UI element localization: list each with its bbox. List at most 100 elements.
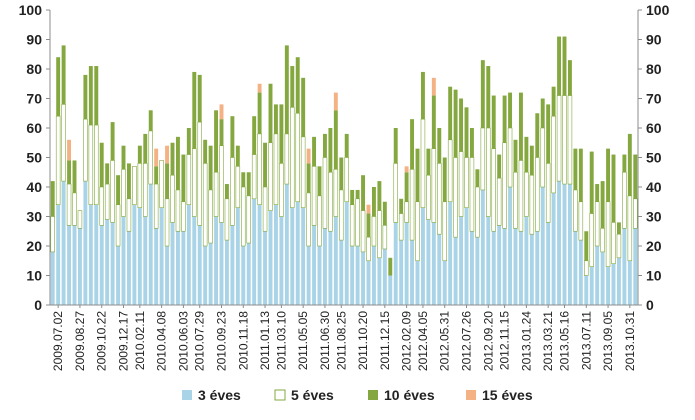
bar-segment	[317, 195, 322, 247]
bar-segment	[551, 86, 556, 117]
bar-segment	[584, 231, 589, 261]
bar-segment	[154, 166, 159, 185]
bar-segment	[448, 86, 453, 140]
bar-segment	[121, 169, 126, 217]
bar-segment	[410, 240, 415, 305]
bar-segment	[153, 183, 159, 229]
legend-label: 3 éves	[198, 387, 241, 403]
bar-segment	[279, 104, 284, 164]
bar-segment	[578, 148, 583, 202]
bar-segment	[464, 157, 469, 208]
bar-segment	[622, 228, 627, 305]
bar-segment	[508, 187, 513, 305]
bar-segment	[540, 187, 545, 305]
bar-segment	[491, 148, 496, 232]
x-tick-label: 2013.05.16	[558, 311, 572, 371]
bar-segment	[295, 201, 300, 305]
bar-segment	[616, 257, 621, 305]
legend-swatch	[182, 390, 192, 400]
bar-segment	[322, 228, 327, 305]
bar-segment	[132, 166, 137, 206]
bar-segment	[241, 246, 246, 305]
y-tick-label-left: 90	[26, 32, 42, 48]
bar-segment	[475, 169, 480, 187]
bar-segment	[594, 201, 600, 247]
bar-segment	[366, 204, 371, 214]
bar-segment	[486, 127, 491, 217]
x-tick-label: 2013.01.24	[519, 311, 533, 371]
bar-segment	[578, 240, 583, 305]
bar-segment	[203, 139, 208, 164]
bar-segment	[529, 234, 534, 305]
bar-segment	[72, 225, 77, 305]
bar-segment	[426, 219, 431, 305]
bar-segment	[480, 127, 486, 191]
bar-segment	[273, 204, 278, 305]
bar-segment	[154, 148, 159, 167]
bar-segment	[77, 228, 82, 305]
bar-segment	[366, 236, 371, 262]
x-tick-label: 2011.05.05	[296, 311, 310, 370]
bar-segment	[246, 195, 251, 244]
bar-segment	[88, 66, 93, 126]
x-tick-label: 2011.01.13	[258, 311, 272, 370]
bar-segment	[328, 171, 333, 232]
bar-segment	[556, 95, 562, 182]
bar-segment	[562, 95, 567, 185]
x-tick-label: 2011.12.15	[378, 311, 392, 370]
legend: 3 éves 5 éves 10 éves 15 éves	[182, 387, 533, 403]
x-tick-label: 2010.04.08	[155, 311, 169, 371]
bar-segment	[186, 204, 191, 305]
y-tick-label-right: 90	[646, 32, 662, 48]
bar-segment	[415, 148, 420, 202]
bar-segment	[480, 189, 485, 305]
bar-segment	[186, 154, 192, 206]
bar-segment	[322, 157, 328, 229]
bar-segment	[312, 136, 317, 167]
bar-segment	[502, 228, 507, 305]
bar-segment	[279, 163, 284, 217]
bar-segment	[366, 260, 371, 305]
bar-segment	[56, 204, 61, 305]
bar-segment	[88, 124, 94, 206]
bar-segment	[339, 189, 344, 241]
bar-segment	[148, 130, 153, 185]
bar-segment	[377, 181, 382, 211]
bar-segment	[105, 219, 110, 305]
x-tick-label: 2012.07.26	[460, 311, 474, 371]
bar-segment	[557, 36, 562, 96]
bar-segment	[67, 160, 72, 185]
x-tick-label: 2010.02.11	[133, 311, 147, 370]
bar-segment	[442, 157, 447, 202]
bar-segment	[535, 231, 540, 305]
bar-segment	[137, 163, 143, 208]
bar-segment	[535, 157, 540, 232]
bar-segment	[61, 45, 66, 105]
bar-segment	[529, 174, 535, 235]
bar-segment	[165, 246, 170, 305]
bar-segment	[306, 148, 311, 164]
y-tick-label-left: 50	[26, 150, 42, 166]
bar-segment	[121, 216, 126, 305]
bar-segment	[132, 204, 137, 305]
bar-segment	[524, 136, 529, 173]
bar-segment	[50, 251, 55, 305]
bar-segment	[469, 231, 474, 305]
bar-segment	[181, 231, 186, 305]
bar-segment	[170, 142, 175, 176]
bar-segment	[578, 201, 584, 241]
bar-segment	[573, 148, 578, 190]
bar-segment	[333, 216, 338, 305]
bar-segment	[361, 175, 366, 211]
bar-segment	[116, 175, 121, 205]
bar-segment	[453, 89, 458, 158]
bar-segment	[393, 128, 398, 164]
bar-segment	[72, 160, 77, 193]
bar-segment	[67, 225, 72, 305]
bar-segment	[284, 45, 289, 134]
bar-segment	[404, 201, 409, 223]
bar-segment	[192, 216, 197, 305]
bar-segment	[77, 210, 83, 229]
legend-swatch	[466, 390, 476, 400]
